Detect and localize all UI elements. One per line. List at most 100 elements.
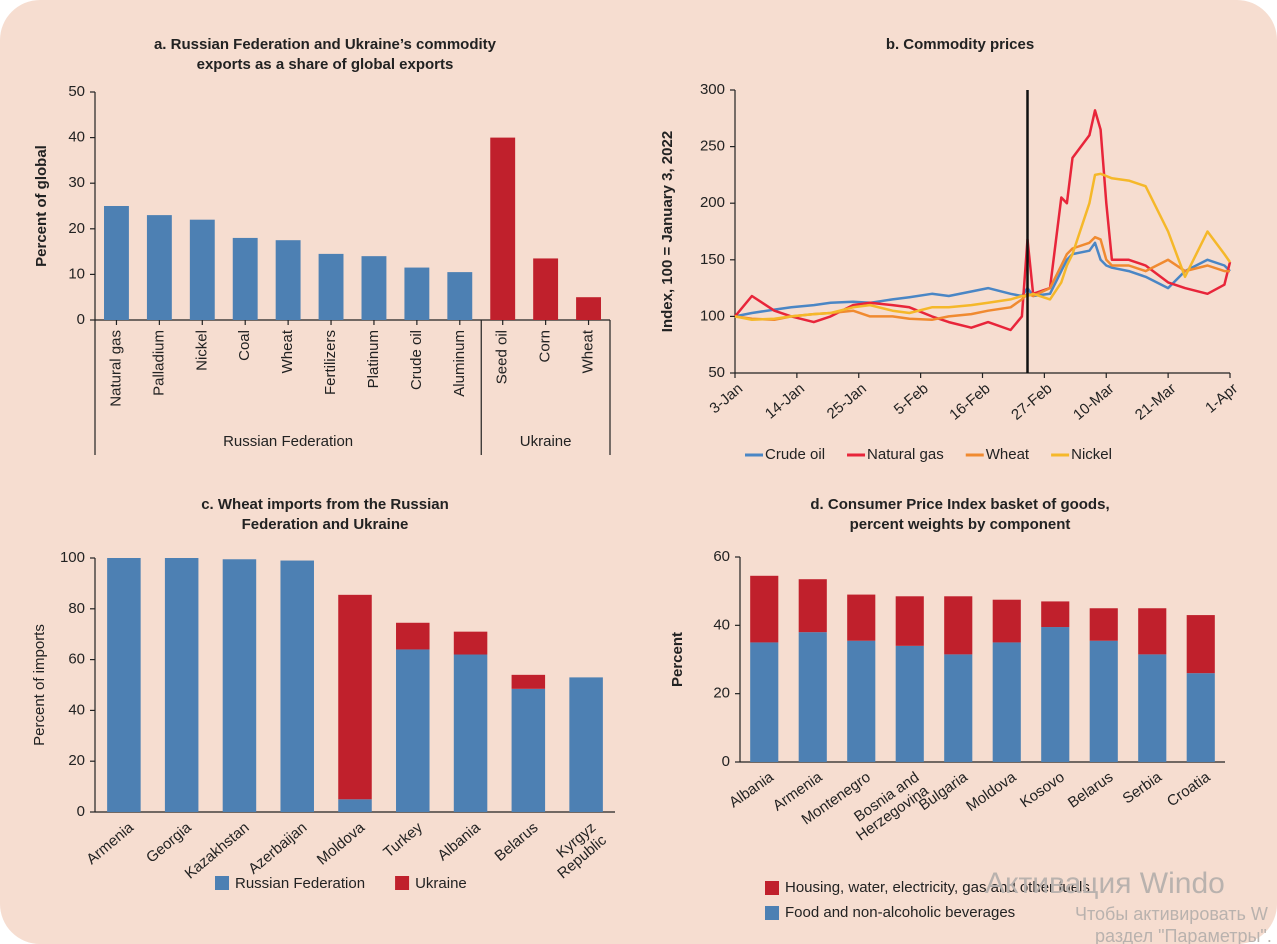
legend-swatch xyxy=(765,906,779,920)
bar xyxy=(318,253,344,320)
bar xyxy=(104,206,129,320)
bar xyxy=(189,219,215,320)
bar xyxy=(533,258,559,320)
y-tick-label: 300 xyxy=(700,81,725,98)
y-tick-label: 100 xyxy=(700,307,725,324)
bar xyxy=(107,558,141,812)
y-tick-label: 20 xyxy=(713,685,730,702)
bar xyxy=(1186,615,1215,674)
y-tick-label: 0 xyxy=(77,311,85,328)
y-tick-label: 0 xyxy=(722,753,730,770)
bar xyxy=(511,688,546,812)
y-tick-label: 50 xyxy=(68,83,85,100)
y-tick-label: 60 xyxy=(713,548,730,565)
legend-swatch xyxy=(395,876,410,890)
legend-label: Nickel xyxy=(1071,446,1112,463)
bar xyxy=(1089,608,1118,641)
bar xyxy=(396,622,430,650)
bar xyxy=(146,215,172,320)
group-label: Russian Federation xyxy=(223,433,353,450)
bar xyxy=(847,594,876,641)
legend-label: Wheat xyxy=(986,446,1030,463)
line-series xyxy=(734,172,1232,322)
y-tick-label: 250 xyxy=(700,138,725,155)
bar xyxy=(1089,640,1118,762)
y-axis-label: Index, 100 = January 3, 2022 xyxy=(659,131,676,332)
y-axis-label: Percent xyxy=(669,632,686,687)
y-tick-label: 40 xyxy=(68,701,85,718)
bar xyxy=(1041,627,1070,762)
bar xyxy=(798,579,827,633)
x-tick-label: Wheat xyxy=(279,329,296,373)
bar xyxy=(490,137,516,320)
chart-title: b. Commodity prices xyxy=(886,36,1034,53)
bar xyxy=(361,256,387,320)
legend-swatch xyxy=(215,876,229,890)
watermark: Активация Windo xyxy=(985,867,1225,900)
y-tick-label: 100 xyxy=(60,549,85,566)
chart-title: d. Consumer Price Index basket of goods, xyxy=(810,496,1109,513)
bar xyxy=(275,240,301,320)
bar xyxy=(338,594,372,800)
bar xyxy=(453,631,488,655)
x-tick-label: Nickel xyxy=(193,330,210,371)
y-axis-label: Percent of global xyxy=(33,145,50,267)
x-tick-label: Wheat xyxy=(580,329,597,373)
bar xyxy=(338,799,372,812)
chart-title: a. Russian Federation and Ukraine’s comm… xyxy=(154,36,497,53)
y-axis-label: Percent of imports xyxy=(31,624,48,746)
bar xyxy=(1041,601,1070,628)
x-tick-label: Coal xyxy=(236,330,253,361)
bar xyxy=(750,642,779,762)
bar xyxy=(576,297,601,320)
bar xyxy=(895,645,924,762)
bar xyxy=(1138,654,1167,762)
y-tick-label: 10 xyxy=(68,265,85,282)
bar xyxy=(1138,608,1167,655)
bar xyxy=(1186,673,1215,762)
y-tick-label: 20 xyxy=(68,752,85,769)
bar xyxy=(895,596,924,646)
legend-label: Crude oil xyxy=(765,446,825,463)
chart-title: exports as a share of global exports xyxy=(197,56,454,73)
y-tick-label: 0 xyxy=(77,803,85,820)
bar xyxy=(992,642,1021,762)
bar xyxy=(280,560,314,812)
legend-swatch xyxy=(765,881,779,895)
group-label: Ukraine xyxy=(520,433,572,450)
bar xyxy=(511,674,546,689)
bar xyxy=(944,596,973,655)
y-tick-label: 30 xyxy=(68,174,85,191)
legend-label: Natural gas xyxy=(867,446,944,463)
bar xyxy=(453,654,488,812)
watermark: раздел "Параметры". xyxy=(1095,926,1272,944)
bar xyxy=(447,272,473,320)
x-tick-label: Seed oil xyxy=(494,330,511,384)
bar xyxy=(222,559,257,812)
x-tick-label: Crude oil xyxy=(408,330,425,390)
x-tick-label: Corn xyxy=(537,330,554,363)
line-series xyxy=(734,241,1231,318)
y-tick-label: 60 xyxy=(68,651,85,668)
bar xyxy=(396,649,430,812)
chart-title: c. Wheat imports from the Russian xyxy=(201,496,449,513)
x-tick-label: Fertilizers xyxy=(322,330,339,395)
x-tick-label: Aluminum xyxy=(451,330,468,397)
y-tick-label: 50 xyxy=(708,364,725,381)
bar xyxy=(404,267,430,320)
legend-label: Russian Federation xyxy=(235,875,365,892)
legend-label: Ukraine xyxy=(415,875,467,892)
legend-label: Food and non-alcoholic beverages xyxy=(785,904,1015,921)
x-tick-label: Natural gas xyxy=(107,330,124,407)
bar xyxy=(164,558,199,812)
legend-label: Housing, water, electricity, gas and oth… xyxy=(785,879,1090,896)
x-tick-label: Platinum xyxy=(365,330,382,388)
y-tick-label: 40 xyxy=(713,616,730,633)
y-tick-label: 20 xyxy=(68,220,85,237)
y-tick-label: 80 xyxy=(68,600,85,617)
bar xyxy=(569,677,603,812)
bar xyxy=(992,599,1021,643)
y-tick-label: 200 xyxy=(700,194,725,211)
x-tick-label: Palladium xyxy=(150,330,167,396)
